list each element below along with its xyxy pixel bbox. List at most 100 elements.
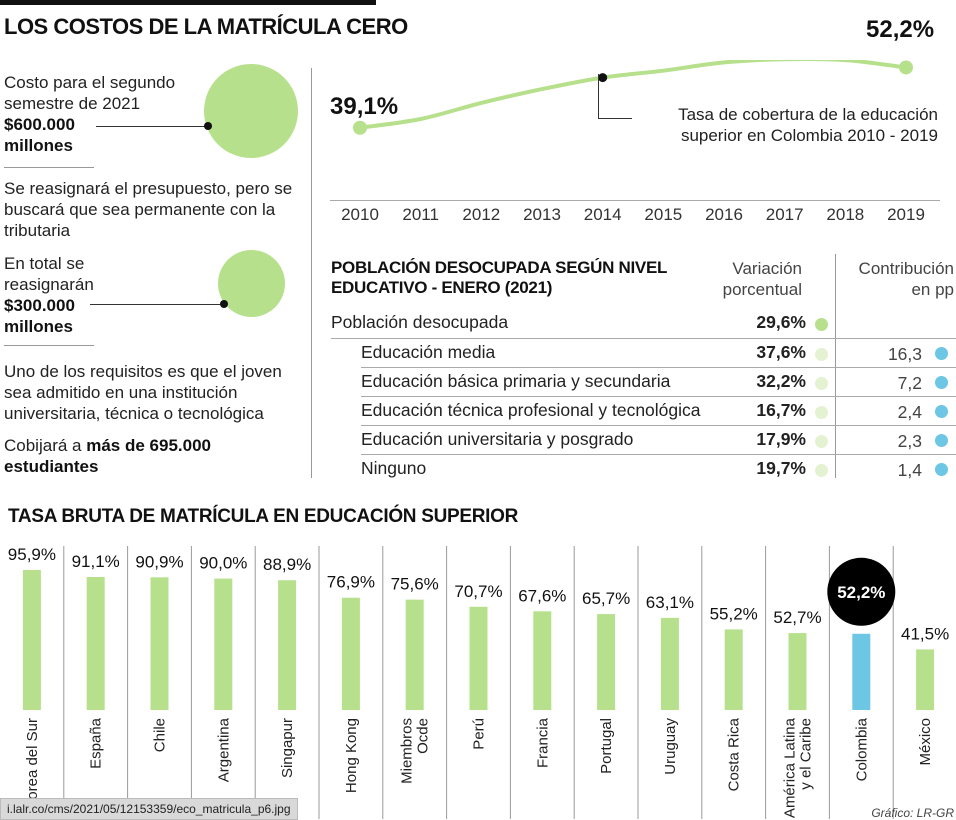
bar-value-label: 88,9% <box>263 555 311 574</box>
bar-chile <box>150 577 169 710</box>
cost-leader-line <box>96 126 208 127</box>
bar-category-label: Chile <box>152 718 169 752</box>
coverage-note: Tasa de cobertura de la educación superi… <box>678 105 938 145</box>
bar-category-label: Uruguay <box>662 718 679 775</box>
contribution-dot <box>935 347 948 360</box>
bar-category-label: México <box>917 718 934 766</box>
table-row: Educación técnica profesional y tecnológ… <box>331 396 956 425</box>
bar-corea-del-sur <box>22 570 41 710</box>
contribution-dot <box>935 434 948 447</box>
bar-value-label: 41,5% <box>901 624 949 643</box>
variation-dot <box>815 464 828 477</box>
bar-value-label: 67,6% <box>518 586 566 605</box>
row-divider <box>331 338 956 339</box>
row-contribution: 7,2 <box>897 373 922 393</box>
row-contribution: 2,4 <box>897 402 922 422</box>
bar-singapur <box>278 580 297 710</box>
bar-value-label: 90,9% <box>135 552 183 571</box>
coverage-year-tick: 2010 <box>341 205 379 224</box>
bar-category-label: Ocde <box>415 718 432 754</box>
bar-hong-kong <box>341 597 360 710</box>
row-variation: 19,7% <box>756 458 806 478</box>
coverage-end-label: 52,2% <box>866 16 935 43</box>
bar-value-label: 52,2% <box>837 583 885 602</box>
row-variation: 17,9% <box>756 429 806 449</box>
bar-category-label: España <box>88 717 105 769</box>
page-title: LOS COSTOS DE LA MATRÍCULA CERO <box>4 14 408 39</box>
table-title: POBLACIÓN DESOCUPADA SEGÚN NIVEL EDUCATI… <box>331 258 667 297</box>
bar-américa-latina-y-el-caribe <box>788 633 807 710</box>
variation-dot <box>815 318 828 331</box>
requirement-text: Uno de los requisitos es que el joven se… <box>4 362 282 423</box>
header-rule <box>0 0 376 5</box>
bar-category-label: y el Caribe <box>798 718 815 790</box>
column-divider <box>311 68 312 478</box>
bar-value-label: 70,7% <box>454 582 502 601</box>
row-divider <box>361 454 956 455</box>
row-contribution: 1,4 <box>897 460 922 480</box>
bar-value-label: 76,9% <box>327 573 375 592</box>
coverage-year-tick: 2019 <box>887 205 925 224</box>
reassign-circle-small <box>218 250 285 317</box>
bar-value-label: 95,9% <box>8 545 56 564</box>
coverage-year-tick: 2011 <box>402 205 439 224</box>
cost-leader-dot <box>204 122 212 130</box>
variation-dot <box>815 377 828 390</box>
bar-value-label: 91,1% <box>72 552 120 571</box>
table-row: Educación básica primaria y secundaria 3… <box>331 367 956 396</box>
variation-dot <box>815 348 828 361</box>
bar-miembros-ocde <box>405 599 424 710</box>
row-variation: 16,7% <box>756 400 806 420</box>
coverage-note-leader-v <box>598 74 599 118</box>
row-label: Educación universitaria y posgrado <box>361 429 634 449</box>
bar-argentina <box>214 578 233 710</box>
bar-value-label: 75,6% <box>391 575 439 594</box>
reassign-leader-line <box>90 304 224 305</box>
bar-colombia <box>852 633 871 710</box>
coverage-note-anchor-dot <box>598 73 608 83</box>
col-header-variation: Variación porcentual <box>722 259 802 299</box>
coverage-axis-line <box>330 200 940 201</box>
coverage-year-tick: 2018 <box>826 205 864 224</box>
bar-value-label: 65,7% <box>582 589 630 608</box>
coverage-line <box>358 60 908 130</box>
row-contribution: 2,3 <box>897 431 922 451</box>
bar-category-label: Perú <box>471 718 488 750</box>
bar-perú <box>469 606 488 710</box>
bar-category-label: Francia <box>534 717 551 768</box>
bar-uruguay <box>660 617 679 710</box>
table-row: Ninguno 19,7% 1,4 <box>331 454 956 483</box>
enrollment-bar-chart: 95,9% Corea del Sur 91,1% España 90,9% Chile 9… <box>8 545 949 819</box>
row-divider <box>361 425 956 426</box>
col-header-contribution: Contribución en pp <box>858 259 954 299</box>
bar-méxico <box>916 649 935 710</box>
coverage-year-tick: 2016 <box>705 205 743 224</box>
reassign-amount-text: En total se reasignarán $300.000 millone… <box>4 254 94 336</box>
bar-value-label: 55,2% <box>710 604 758 623</box>
bar-category-label: Singapur <box>279 718 296 778</box>
reassign-leader-dot <box>220 300 228 308</box>
coverage-students-text: Cobijará a más de 695.000 estudiantes <box>4 436 211 476</box>
coverage-line-chart: 2010 2011 2012 2013 2014 2015 2016 2017 2018 2019 <box>341 60 925 224</box>
image-url-bar[interactable]: i.lalr.co/cms/2021/05/12153359/eco_matri… <box>0 798 298 820</box>
table-row: Educación media 37,6% 16,3 <box>331 338 956 367</box>
row-label: Población desocupada <box>331 312 509 332</box>
coverage-point-start <box>353 120 367 135</box>
bar-francia <box>533 611 552 710</box>
bar-category-label: América Latina <box>782 717 799 818</box>
left-separator-2 <box>4 345 94 346</box>
highlight-circle <box>827 557 896 626</box>
cost-circle-large <box>204 64 298 158</box>
table-row-total: Población desocupada 29,6% <box>331 308 956 337</box>
bar-category-label: Miembros <box>399 718 416 784</box>
row-variation: 29,6% <box>756 312 806 332</box>
row-divider <box>361 367 956 368</box>
row-variation: 37,6% <box>756 342 806 362</box>
bar-portugal <box>597 614 616 710</box>
bar-category-label: Costa Rica <box>726 717 743 791</box>
coverage-start-label: 39,1% <box>330 93 399 120</box>
bar-españa <box>86 577 105 710</box>
coverage-year-tick: 2017 <box>766 205 804 224</box>
bar-category-label: Hong Kong <box>343 718 360 793</box>
section-title-enrollment: TASA BRUTA DE MATRÍCULA EN EDUCACIÓN SUP… <box>8 506 519 527</box>
